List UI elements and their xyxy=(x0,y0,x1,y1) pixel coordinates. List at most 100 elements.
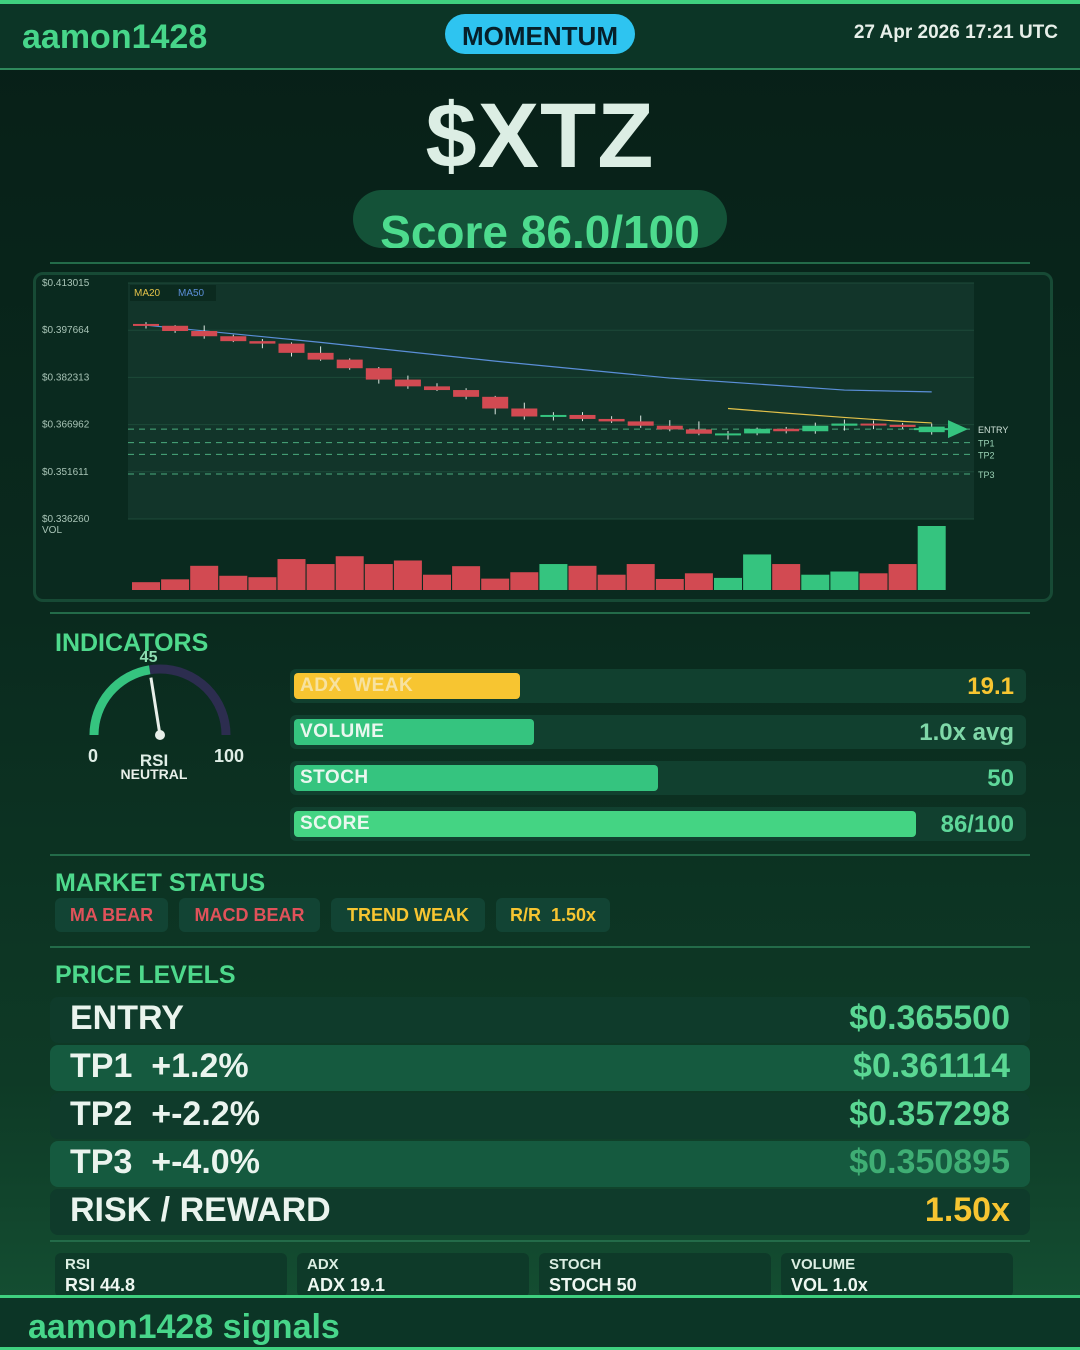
strategy-badge: MOMENTUM xyxy=(445,14,635,54)
level-name: TP2 +-2.2% xyxy=(70,1095,260,1133)
indicator-bar-volume: VOLUME 1.0x avg xyxy=(290,715,1026,749)
divider xyxy=(50,854,1030,856)
candle xyxy=(336,358,363,370)
level-value: $0.361114 xyxy=(853,1047,1010,1085)
volume-bar xyxy=(306,564,335,590)
volume-bar xyxy=(743,554,772,590)
volume-bar xyxy=(452,566,481,590)
gauge-max-label: 100 xyxy=(214,746,244,766)
level-name: TP1 +1.2% xyxy=(70,1047,249,1085)
candle xyxy=(831,419,858,431)
candle-body xyxy=(424,386,450,391)
candle-body xyxy=(831,423,858,426)
candle xyxy=(715,430,741,440)
bar-label: SCORE xyxy=(300,813,371,834)
volume-bar xyxy=(568,565,597,590)
candle-body xyxy=(569,414,596,419)
volume-label: VOL xyxy=(42,525,62,536)
divider xyxy=(50,262,1030,264)
top-accent-line xyxy=(0,0,1080,4)
bar-fill xyxy=(294,719,535,745)
status-badge: R/R 1.50x xyxy=(496,898,610,932)
candle xyxy=(365,366,392,384)
price-level-row: ENTRY $0.365500 xyxy=(50,997,1030,1043)
stat-key: RSI xyxy=(65,1256,91,1273)
ma20-line xyxy=(727,407,932,424)
chart-canvas: $0.413015 $0.397664 $0.382313 $0.366962 $0.3… xyxy=(42,278,1008,590)
volume-bar xyxy=(364,564,393,590)
level-label: TP3 xyxy=(978,470,995,480)
price-level-row: TP1 +1.2% $0.361114 xyxy=(50,1045,1030,1091)
stat-key: ADX xyxy=(307,1256,339,1273)
price-levels-title: PRICE LEVELS xyxy=(55,961,236,989)
candle-body xyxy=(133,323,159,326)
bar-label: ADX WEAK xyxy=(300,675,414,696)
brand-name: aamon1428 xyxy=(22,18,208,56)
volume-bar xyxy=(917,526,946,590)
gauge-title: RSI xyxy=(140,751,168,770)
stat-value: VOL 1.0x xyxy=(791,1275,868,1295)
candle xyxy=(685,421,712,436)
price-level-row: TP2 +-2.2% $0.357298 xyxy=(50,1093,1030,1139)
candle xyxy=(627,415,654,428)
level-name: RISK / REWARD xyxy=(70,1191,331,1229)
bar-fill xyxy=(294,765,658,791)
candle xyxy=(598,416,625,423)
candle-body xyxy=(540,414,567,417)
volume-bar xyxy=(684,573,713,590)
level-label: ENTRY xyxy=(978,425,1008,435)
volume-bar xyxy=(132,582,160,590)
candle-body xyxy=(278,343,305,353)
volume-bar xyxy=(714,577,742,590)
stat-card-stoch: STOCH STOCH 50 xyxy=(539,1253,771,1297)
stat-card-volume: VOLUME VOL 1.0x xyxy=(781,1253,1013,1297)
candle-body xyxy=(656,425,683,430)
stat-card-adx: ADX ADX 19.1 xyxy=(297,1253,529,1297)
candle xyxy=(162,325,189,333)
candle xyxy=(773,426,800,434)
legend-box xyxy=(130,285,216,301)
entry-arrow xyxy=(948,420,968,439)
candle-body xyxy=(627,421,654,426)
indicator-bar-adx: ADX WEAK 19.1 xyxy=(290,669,1026,703)
stat-value: ADX 19.1 xyxy=(307,1275,386,1295)
score-label: Score 86.0/100 xyxy=(380,206,700,248)
ticker-symbol: $XTZ xyxy=(425,85,655,187)
level-value: 1.50x xyxy=(924,1191,1010,1229)
indicator-bar-score: SCORE 86/100 xyxy=(290,807,1026,841)
candle xyxy=(482,395,509,415)
header-bar: aamon1428 MOMENTUM 27 Apr 2026 17:21 UTC xyxy=(0,4,1080,70)
candle xyxy=(569,412,596,422)
level-label: TP2 xyxy=(978,450,995,460)
candle xyxy=(802,422,829,434)
rsi-gauge: 45 0 100 RSI NEUTRAL xyxy=(60,640,270,800)
level-name: ENTRY xyxy=(70,999,184,1037)
candle xyxy=(424,383,450,391)
bar-value: 19.1 xyxy=(967,673,1014,700)
candle-body xyxy=(744,428,771,434)
gauge-needle xyxy=(149,677,162,736)
volume-bar xyxy=(888,564,917,590)
stat-card-rsi: RSI RSI 44.8 xyxy=(55,1253,287,1297)
volume-bar xyxy=(190,565,219,590)
status-badge: MACD BEAR xyxy=(179,898,320,932)
volume-bar xyxy=(161,579,190,590)
volume-bar xyxy=(423,574,451,590)
candle xyxy=(889,422,916,429)
level-value: $0.357298 xyxy=(849,1095,1010,1133)
rsi-value: 45 xyxy=(140,649,158,666)
bar-value: 1.0x avg xyxy=(919,719,1014,746)
gauge-hub xyxy=(155,730,165,740)
candle xyxy=(511,402,538,420)
divider xyxy=(50,612,1030,614)
volume-bar xyxy=(655,578,684,590)
bar-label: VOLUME xyxy=(300,721,385,742)
candle xyxy=(656,420,683,432)
level-name: TP3 +-4.0% xyxy=(70,1143,260,1181)
candle xyxy=(133,322,159,329)
candle-body xyxy=(307,352,334,360)
candle xyxy=(744,427,771,436)
volume-bar xyxy=(510,572,539,590)
volume-bar xyxy=(393,560,422,590)
candle-body xyxy=(162,325,189,332)
